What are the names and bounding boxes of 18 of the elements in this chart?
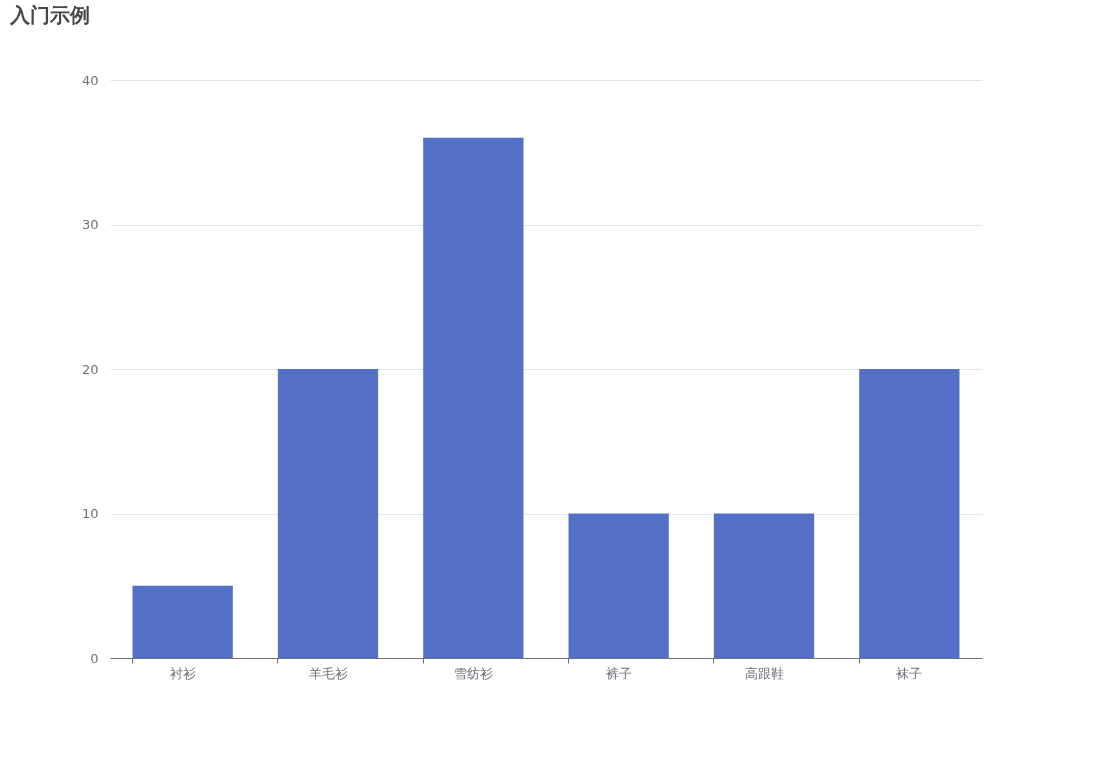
bar	[423, 137, 524, 658]
y-tick-label: 10	[81, 506, 99, 521]
x-tick-label: 袜子	[896, 665, 923, 681]
chart-title: 入门示例	[9, 3, 90, 27]
y-tick-label: 30	[81, 217, 99, 232]
y-tick-label: 0	[90, 650, 99, 666]
bar	[568, 513, 669, 658]
bar	[277, 369, 379, 658]
y-tick-label: 20	[81, 361, 99, 377]
bar	[859, 369, 960, 658]
x-tick-label: 羊毛衫	[308, 665, 348, 681]
y-tick-label: 40	[81, 72, 99, 88]
x-tick-label: 高跟鞋	[744, 665, 784, 681]
bar	[713, 513, 815, 658]
bar	[132, 585, 233, 658]
x-tick-label: 裤子	[605, 665, 632, 681]
x-tick-label: 衬衫	[169, 665, 196, 681]
x-tick-label: 雪纺衫	[453, 665, 493, 681]
